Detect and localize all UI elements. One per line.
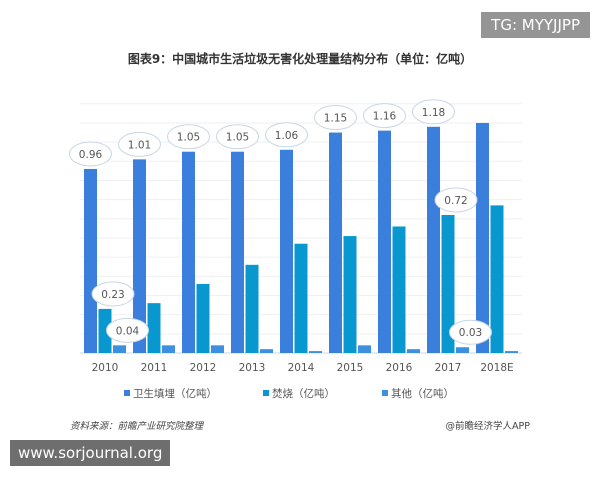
data-label: 1.06 bbox=[275, 130, 299, 142]
bar-2-2016 bbox=[407, 349, 420, 353]
legend-label: 其他（亿吨） bbox=[391, 388, 454, 400]
bar-0-2013 bbox=[231, 151, 244, 353]
data-label-bubble bbox=[412, 99, 455, 125]
bar-0-2012 bbox=[182, 151, 195, 353]
x-tick-label: 2010 bbox=[92, 362, 119, 374]
x-tick-label: 2014 bbox=[288, 362, 315, 374]
bar-1-2017 bbox=[441, 214, 455, 353]
data-label: 0.96 bbox=[79, 149, 103, 161]
data-label: 1.05 bbox=[226, 132, 249, 144]
legend-item-landfill: 卫生填埋（亿吨） bbox=[124, 386, 217, 401]
bar-1-2010 bbox=[98, 308, 112, 353]
data-label: 1.05 bbox=[177, 132, 200, 144]
legend-item-other: 其他（亿吨） bbox=[382, 386, 454, 401]
data-label-bubble bbox=[314, 105, 357, 131]
bar-2-2010 bbox=[113, 345, 126, 353]
bar-0-2014 bbox=[280, 149, 293, 353]
data-label: 0.72 bbox=[444, 195, 467, 207]
watermark-bottom: www.sorjournal.org bbox=[10, 440, 171, 466]
legend-swatch bbox=[263, 390, 269, 396]
bar-0-2010 bbox=[84, 168, 97, 353]
data-label-bubble bbox=[91, 281, 135, 307]
data-label-bubble bbox=[118, 131, 161, 157]
data-label: 1.16 bbox=[373, 111, 397, 123]
data-label: 1.18 bbox=[422, 107, 445, 119]
bar-2-2013 bbox=[260, 349, 273, 353]
legend-label: 卫生填埋（亿吨） bbox=[133, 388, 217, 400]
x-tick-label: 2018E bbox=[480, 362, 513, 374]
bar-1-2012 bbox=[196, 283, 210, 353]
data-label-bubble bbox=[216, 124, 259, 150]
data-label: 1.01 bbox=[128, 139, 151, 151]
data-label-bubble bbox=[167, 124, 210, 150]
bar-0-2016 bbox=[378, 130, 391, 353]
legend-swatch bbox=[382, 390, 388, 396]
x-tick-label: 2013 bbox=[239, 362, 266, 374]
legend-item-incineration: 焚烧（亿吨） bbox=[263, 386, 335, 401]
bar-2-2011 bbox=[162, 345, 175, 353]
bar-1-2013 bbox=[245, 264, 259, 353]
data-label-bubble bbox=[449, 319, 492, 345]
x-tick-label: 2015 bbox=[337, 362, 364, 374]
data-label-bubble bbox=[434, 187, 478, 213]
legend-label: 焚烧（亿吨） bbox=[272, 388, 335, 400]
data-label: 0.04 bbox=[116, 325, 140, 337]
bar-1-2016 bbox=[392, 226, 406, 353]
data-label-bubble bbox=[69, 141, 112, 167]
x-tick-label: 2017 bbox=[435, 362, 462, 374]
x-tick-label: 2011 bbox=[141, 362, 168, 374]
bar-1-2015 bbox=[343, 236, 357, 353]
x-tick-label: 2016 bbox=[386, 362, 413, 374]
data-label: 0.03 bbox=[459, 327, 482, 339]
data-label-bubble bbox=[106, 317, 149, 343]
bar-2-2015 bbox=[358, 345, 371, 353]
bar-2-2012 bbox=[211, 345, 224, 353]
bar-0-2011 bbox=[133, 159, 146, 353]
bar-0-2018E bbox=[476, 122, 489, 354]
data-label: 0.23 bbox=[101, 289, 124, 301]
bar-1-2018E bbox=[490, 205, 504, 353]
bar-2-2014 bbox=[309, 351, 322, 353]
watermark-top: TG: MYYJJPP bbox=[481, 12, 590, 38]
data-label-bubble bbox=[363, 103, 406, 129]
bar-0-2015 bbox=[329, 132, 342, 353]
legend-swatch bbox=[124, 390, 130, 396]
source-note: 资料来源：前瞻产业研究院整理 bbox=[70, 421, 204, 432]
brand-credit: @前瞻经济学人APP bbox=[445, 421, 530, 432]
bar-1-2011 bbox=[147, 303, 161, 353]
bar-2-2017 bbox=[456, 347, 469, 353]
bar-0-2017 bbox=[427, 126, 440, 353]
data-label: 1.15 bbox=[324, 113, 347, 125]
bar-1-2014 bbox=[294, 243, 308, 353]
bar-2-2018E bbox=[505, 351, 518, 353]
data-label-bubble bbox=[265, 122, 308, 148]
x-tick-label: 2012 bbox=[190, 362, 217, 374]
chart-title: 图表9：中国城市生活垃圾无害化处理量结构分布（单位：亿吨） bbox=[127, 52, 473, 66]
